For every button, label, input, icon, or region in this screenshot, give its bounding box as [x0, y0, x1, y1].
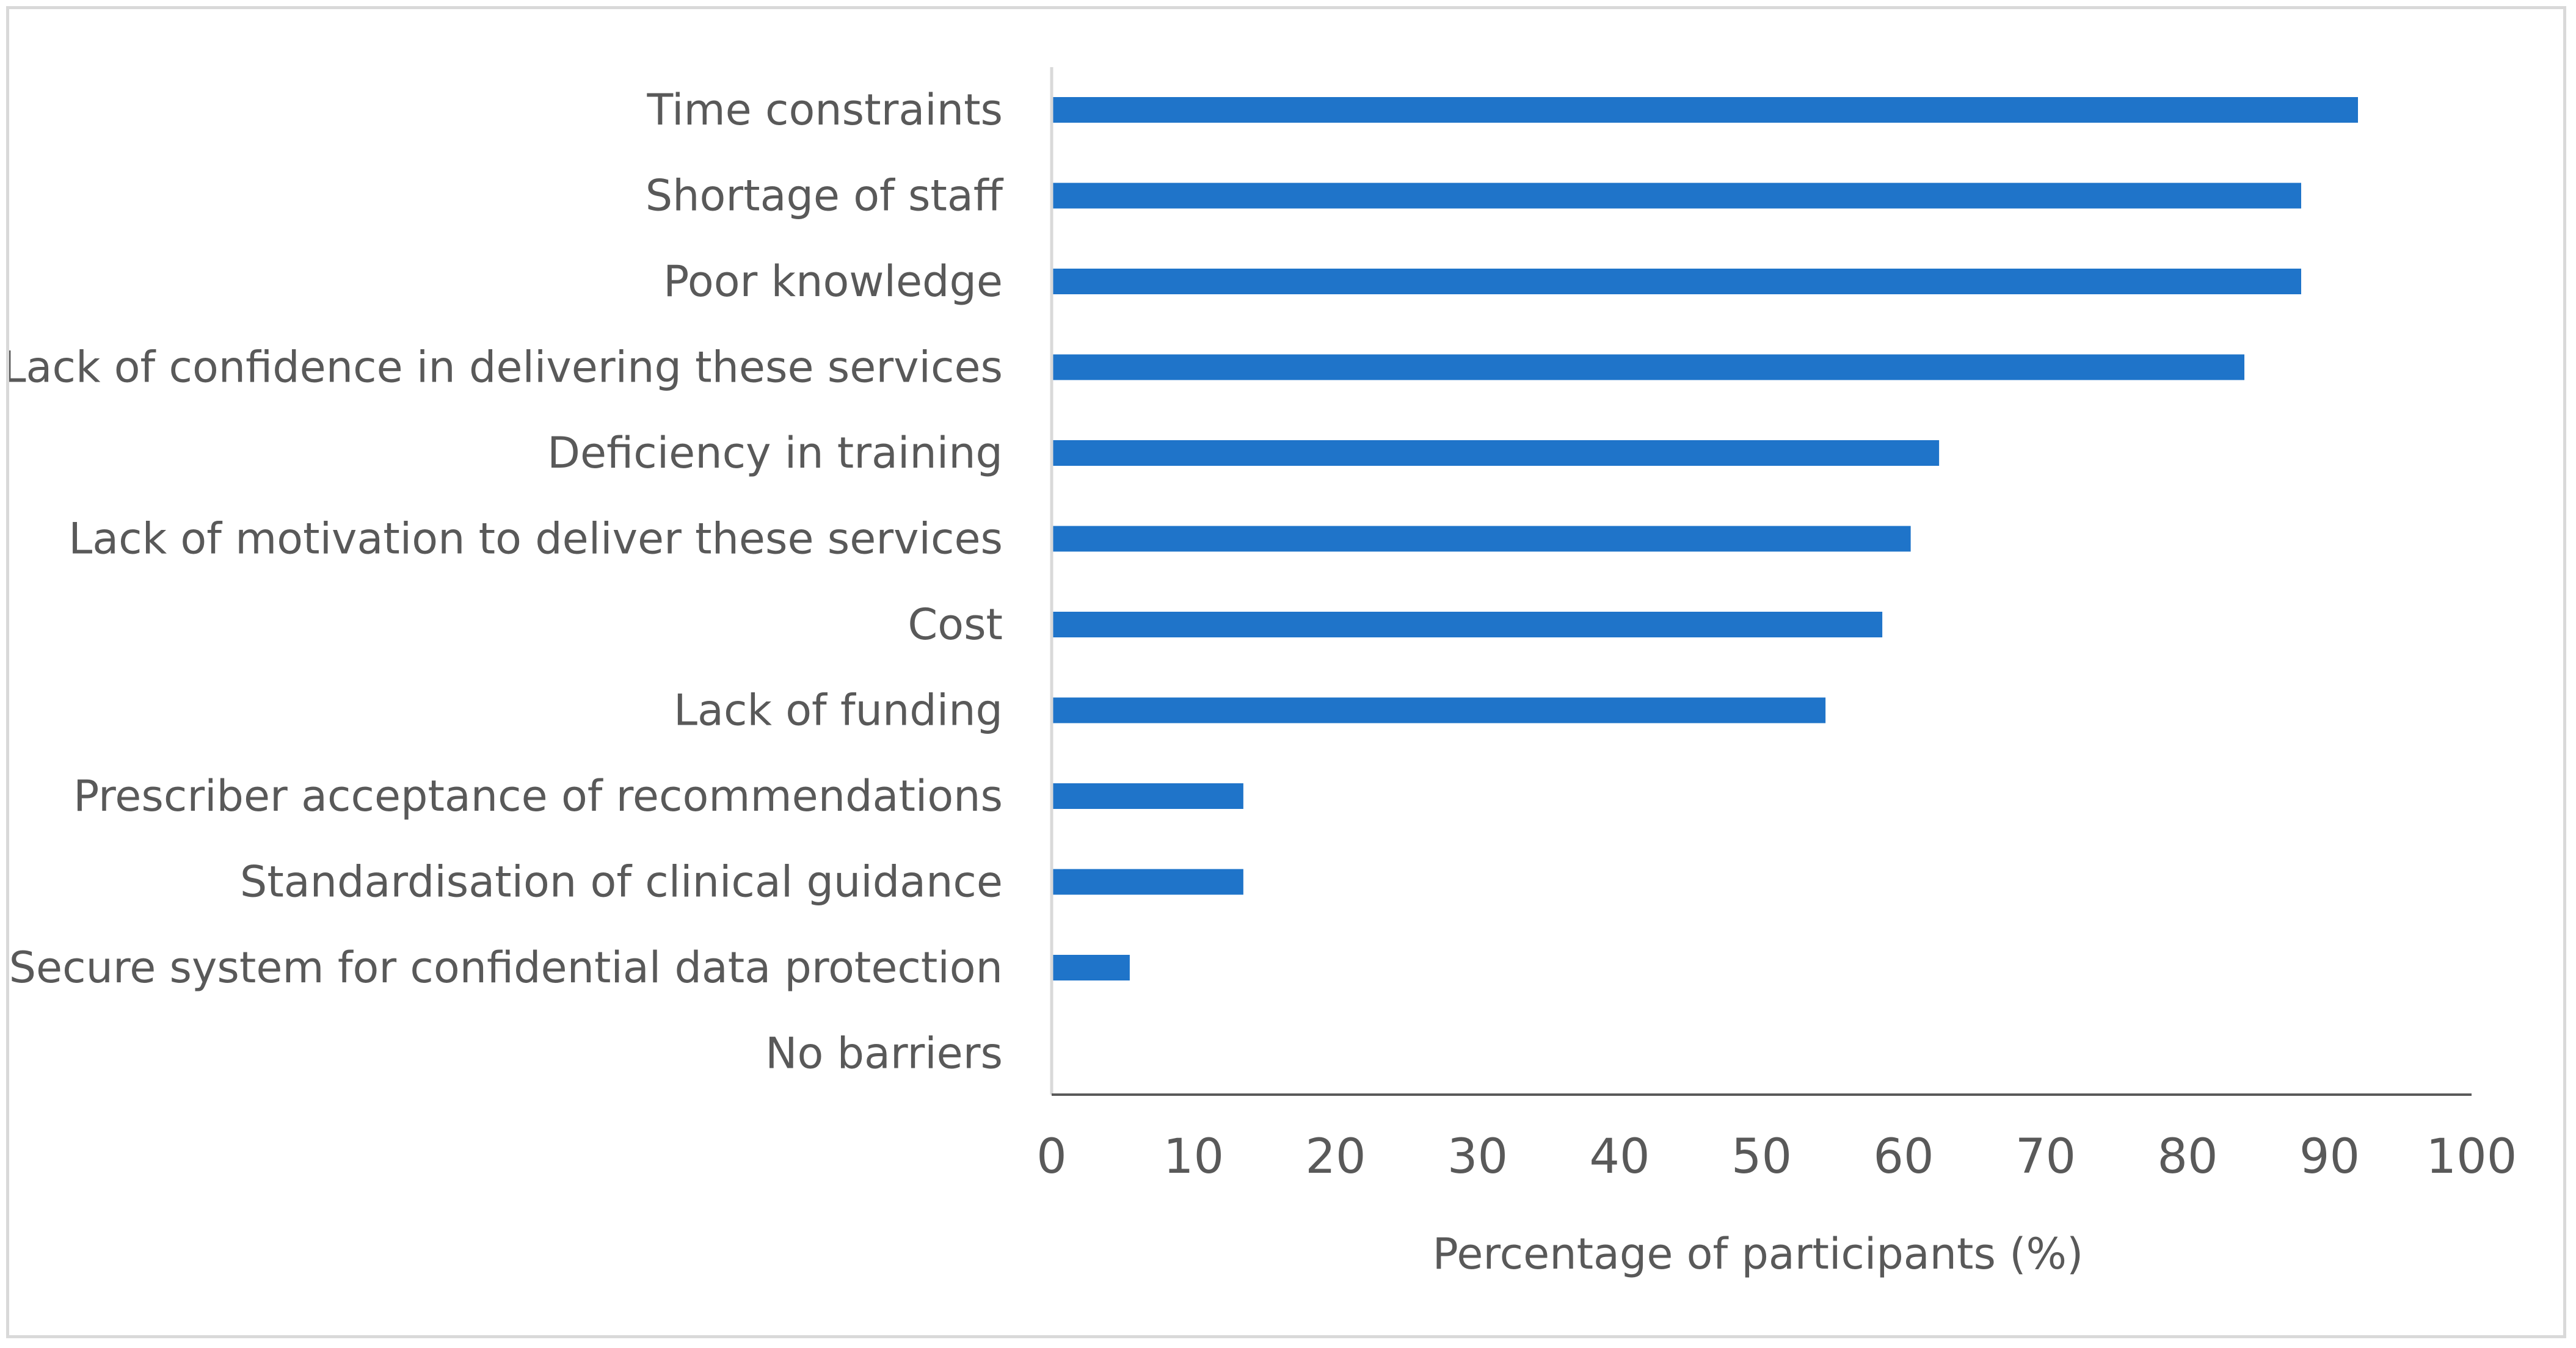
bar-1	[1052, 97, 2358, 123]
category-label-2: Shortage of staff	[646, 171, 1004, 221]
x-tick-label-20: 20	[1305, 1129, 1366, 1184]
bar-chart: Time constraints Shortage of staff Poor kn…	[9, 67, 2517, 1279]
category-label-3: Poor knowledge	[663, 256, 1003, 306]
category-label-10: Standardisation of clinical guidance	[240, 857, 1003, 907]
chart-frame: Time constraints Shortage of staff Poor kn…	[6, 6, 2566, 1338]
bar-4	[1052, 354, 2244, 380]
x-axis-tick-labels: 0 10 20 30 40 50 60 70 80 90 100	[1036, 1129, 2517, 1184]
x-tick-label-100: 100	[2426, 1129, 2517, 1184]
category-label-7: Cost	[908, 600, 1003, 650]
category-label-12: No barriers	[765, 1029, 1003, 1079]
category-label-9: Prescriber acceptance of recommendations	[73, 771, 1003, 821]
category-label-11: Secure system for confidential data prot…	[9, 943, 1003, 993]
category-labels: Time constraints Shortage of staff Poor kn…	[9, 85, 1004, 1079]
x-axis-title: Percentage of participants (%)	[1433, 1229, 2084, 1279]
bar-8	[1052, 697, 1826, 723]
category-label-4: Lack of confidence in delivering these s…	[9, 342, 1003, 393]
x-tick-label-50: 50	[1731, 1129, 1792, 1184]
x-tick-label-80: 80	[2157, 1129, 2218, 1184]
x-tick-label-70: 70	[2015, 1129, 2076, 1184]
bar-10	[1052, 869, 1243, 895]
bar-2	[1052, 183, 2301, 209]
x-tick-label-0: 0	[1036, 1129, 1067, 1184]
category-label-5: Deficiency in training	[547, 428, 1003, 478]
bar-5	[1052, 440, 1940, 466]
x-tick-label-60: 60	[1873, 1129, 1934, 1184]
bar-7	[1052, 612, 1883, 637]
category-label-1: Time constraints	[646, 85, 1003, 135]
x-tick-label-90: 90	[2299, 1129, 2360, 1184]
category-label-6: Lack of motivation to deliver these serv…	[68, 514, 1003, 564]
bar-9	[1052, 783, 1243, 809]
x-tick-label-30: 30	[1447, 1129, 1508, 1184]
category-label-8: Lack of funding	[674, 686, 1003, 736]
bar-3	[1052, 269, 2301, 294]
bar-11	[1052, 955, 1130, 980]
bars-layer	[1052, 97, 2358, 980]
x-tick-label-40: 40	[1589, 1129, 1650, 1184]
bar-6	[1052, 526, 1911, 552]
x-tick-label-10: 10	[1163, 1129, 1224, 1184]
